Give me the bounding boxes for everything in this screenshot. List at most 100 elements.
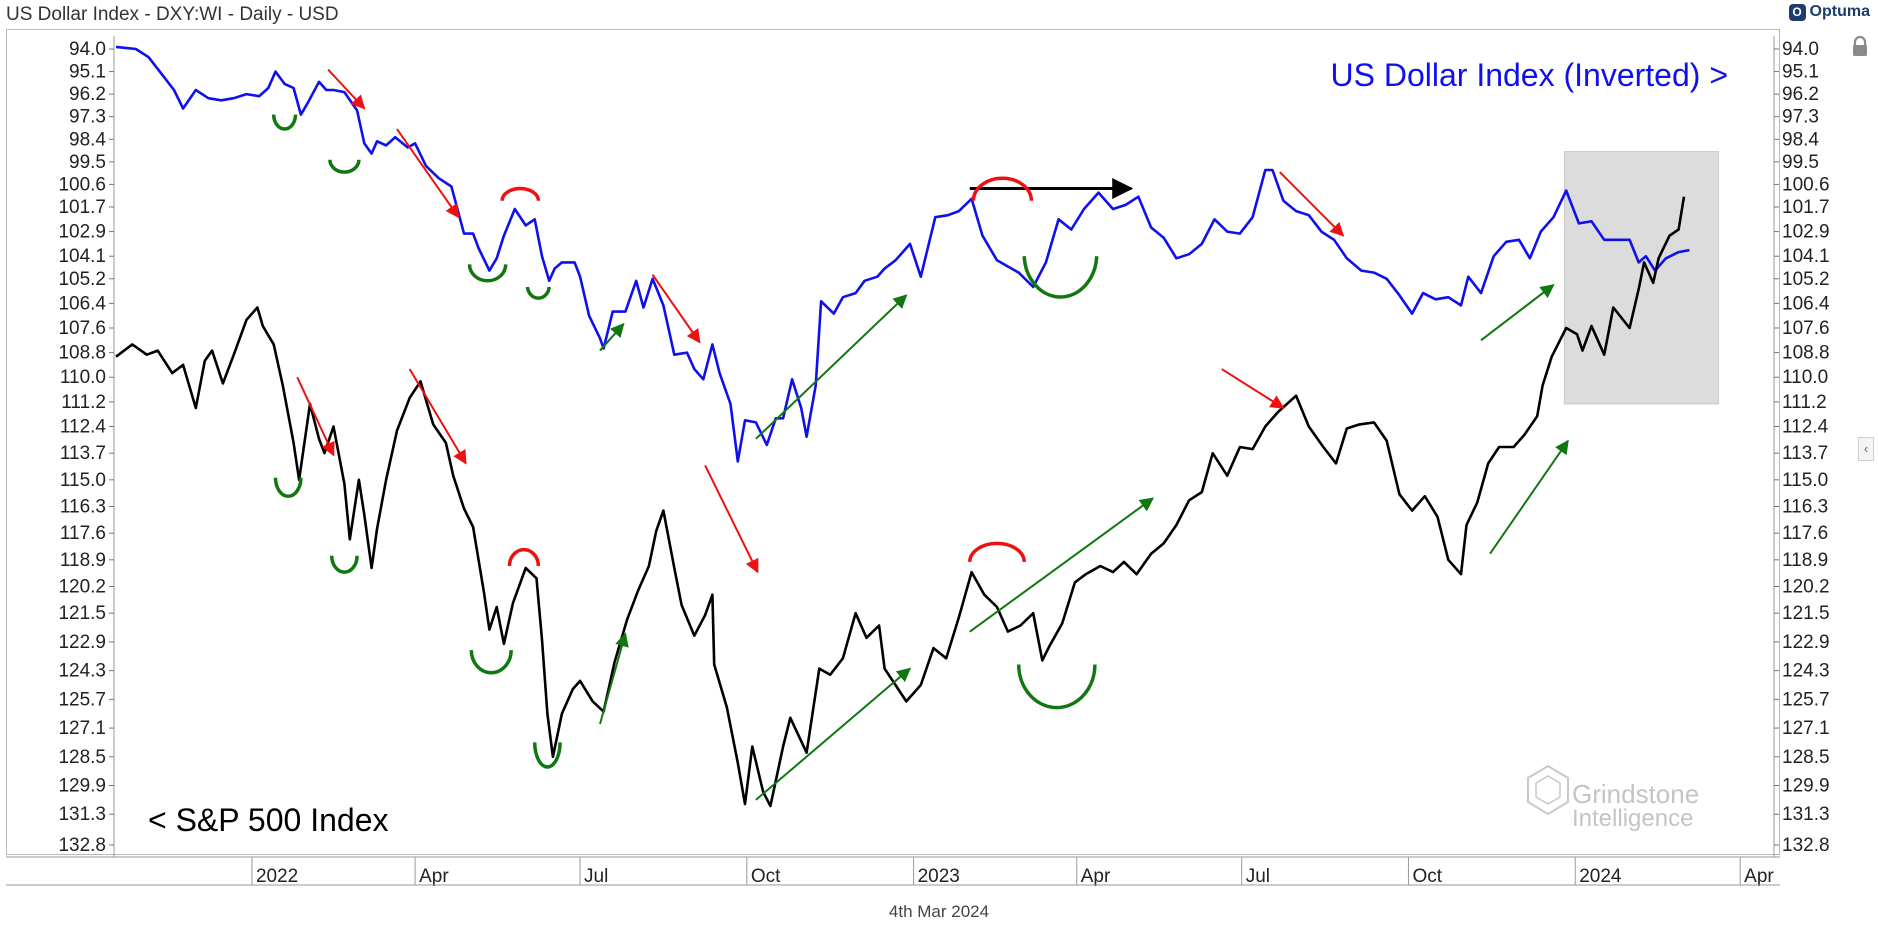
y-tick-label-left: 110.0 [60, 367, 106, 388]
watermark-line1: Grindstone [1572, 779, 1699, 809]
red-trend-arrow [651, 274, 701, 344]
brand-name: Optuma [1809, 3, 1870, 20]
y-tick-label-right: 132.8 [1782, 835, 1830, 856]
y-tick-label-right: 97.3 [1782, 107, 1819, 128]
y-tick-label-left: 118.9 [60, 550, 106, 571]
y-tick-label-left: 101.7 [58, 197, 106, 218]
spx-line [115, 196, 1686, 808]
y-tick-label-left: 107.6 [58, 318, 106, 339]
y-tick-label-right: 115.0 [1782, 470, 1828, 491]
y-tick-label-right: 125.7 [1782, 689, 1830, 710]
red-trend-arrow [704, 465, 759, 574]
green-cup-arc [1016, 664, 1097, 710]
y-tick-label-left: 105.2 [58, 269, 106, 290]
y-tick-label-left: 112.4 [60, 416, 107, 437]
watermark-line2: Intelligence [1572, 805, 1693, 832]
x-tick-label: 2022 [256, 866, 298, 887]
green-cup-arc [328, 159, 361, 174]
y-tick-label-left: 100.6 [58, 174, 106, 195]
red-cap-arc [507, 547, 541, 567]
red-trend-arrow [296, 376, 335, 457]
red-trend-arrow [1221, 368, 1285, 409]
y-tick-label-right: 100.6 [1782, 174, 1830, 195]
y-tick-label-right: 131.3 [1782, 804, 1830, 825]
red-trend-arrow [327, 68, 366, 110]
chevron-left-icon[interactable]: ‹ [1858, 437, 1874, 461]
y-tick-label-left: 129.9 [58, 776, 106, 797]
y-tick-label-left: 102.9 [58, 222, 106, 243]
y-tick-label-right: 94.0 [1782, 39, 1819, 60]
chart-frame [6, 29, 1780, 855]
y-tick-label-left: 122.9 [58, 632, 106, 653]
y-tick-label-left: 131.3 [58, 804, 106, 825]
dxy-inverted-line [115, 45, 1690, 463]
y-tick-label-left: 95.1 [69, 62, 106, 83]
y-tick-label-right: 110.0 [1782, 367, 1828, 388]
y-tick-label-left: 98.4 [69, 129, 106, 150]
green-trend-arrow [599, 322, 625, 352]
green-trend-arrow [599, 632, 629, 725]
y-tick-label-left: 111.2 [61, 392, 106, 413]
y-tick-label-right: 101.7 [1782, 197, 1830, 218]
footer-date: 4th Mar 2024 [888, 902, 990, 921]
y-tick-label-right: 128.5 [1782, 747, 1830, 768]
y-tick-label-right: 127.1 [1782, 718, 1830, 739]
chart-header-title: US Dollar Index - DXY:WI - Daily - USD [6, 4, 339, 25]
x-tick-label: Jul [584, 866, 608, 887]
y-tick-label-left: 97.3 [69, 107, 106, 128]
y-tick-label-left: 117.6 [60, 523, 106, 544]
y-tick-label-right: 118.9 [1782, 550, 1828, 571]
y-tick-label-left: 124.3 [58, 661, 106, 682]
y-tick-label-left: 128.5 [58, 747, 106, 768]
y-tick-label-right: 106.4 [1782, 293, 1830, 314]
y-tick-label-left: 120.2 [58, 577, 106, 598]
green-cup-arc [271, 114, 298, 131]
y-tick-label-right: 98.4 [1782, 129, 1819, 150]
x-tick-label: Apr [419, 866, 449, 887]
x-tick-label: Jul [1246, 866, 1270, 887]
red-trend-arrow [408, 368, 467, 465]
green-trend-arrow [1489, 439, 1569, 555]
red-cap-arc [500, 186, 541, 202]
y-tick-label-right: 99.5 [1782, 152, 1819, 173]
red-cap-arc [968, 541, 1026, 563]
y-tick-label-left: 113.7 [60, 443, 106, 464]
y-tick-label-right: 95.1 [1782, 62, 1819, 83]
green-trend-arrow [1480, 284, 1555, 342]
green-cup-arc [532, 742, 562, 769]
y-tick-label-right: 108.8 [1782, 343, 1830, 364]
y-tick-label-left: 99.5 [69, 152, 106, 173]
y-tick-label-right: 129.9 [1782, 776, 1830, 797]
y-tick-label-left: 132.8 [58, 835, 106, 856]
lock-icon[interactable] [1850, 35, 1870, 57]
green-cup-arc [329, 555, 359, 574]
y-tick-label-left: 121.5 [58, 603, 106, 624]
red-cap-arc [971, 176, 1034, 201]
y-tick-label-left: 115.0 [60, 470, 106, 491]
y-tick-label-right: 111.2 [1782, 392, 1827, 413]
x-tick-label: Apr [1081, 866, 1111, 887]
y-tick-label-right: 104.1 [1782, 246, 1830, 267]
x-tick-label: Apr [1744, 866, 1774, 887]
optuma-logo-icon: O [1788, 3, 1806, 21]
green-cup-arc [525, 286, 551, 300]
y-tick-label-left: 104.1 [58, 246, 106, 267]
dxy-annotation-label: US Dollar Index (Inverted) > [1331, 57, 1729, 93]
x-tick-label: 2023 [918, 866, 960, 887]
green-trend-arrow [755, 294, 908, 440]
spx-annotation-label: < S&P 500 Index [148, 802, 388, 838]
y-tick-label-right: 107.6 [1782, 318, 1830, 339]
y-tick-label-left: 108.8 [58, 343, 106, 364]
x-tick-label: 2024 [1579, 866, 1622, 887]
optuma-brand: O Optuma [1788, 3, 1870, 21]
green-trend-arrow [755, 667, 912, 801]
y-tick-label-right: 105.2 [1782, 269, 1830, 290]
red-trend-arrow [1279, 171, 1345, 237]
y-tick-label-left: 106.4 [58, 293, 106, 314]
red-trend-arrow [396, 128, 460, 219]
green-cup-arc [469, 650, 513, 675]
y-tick-label-right: 112.4 [1782, 416, 1829, 437]
y-tick-label-right: 96.2 [1782, 84, 1819, 105]
y-tick-label-left: 116.3 [60, 496, 106, 517]
